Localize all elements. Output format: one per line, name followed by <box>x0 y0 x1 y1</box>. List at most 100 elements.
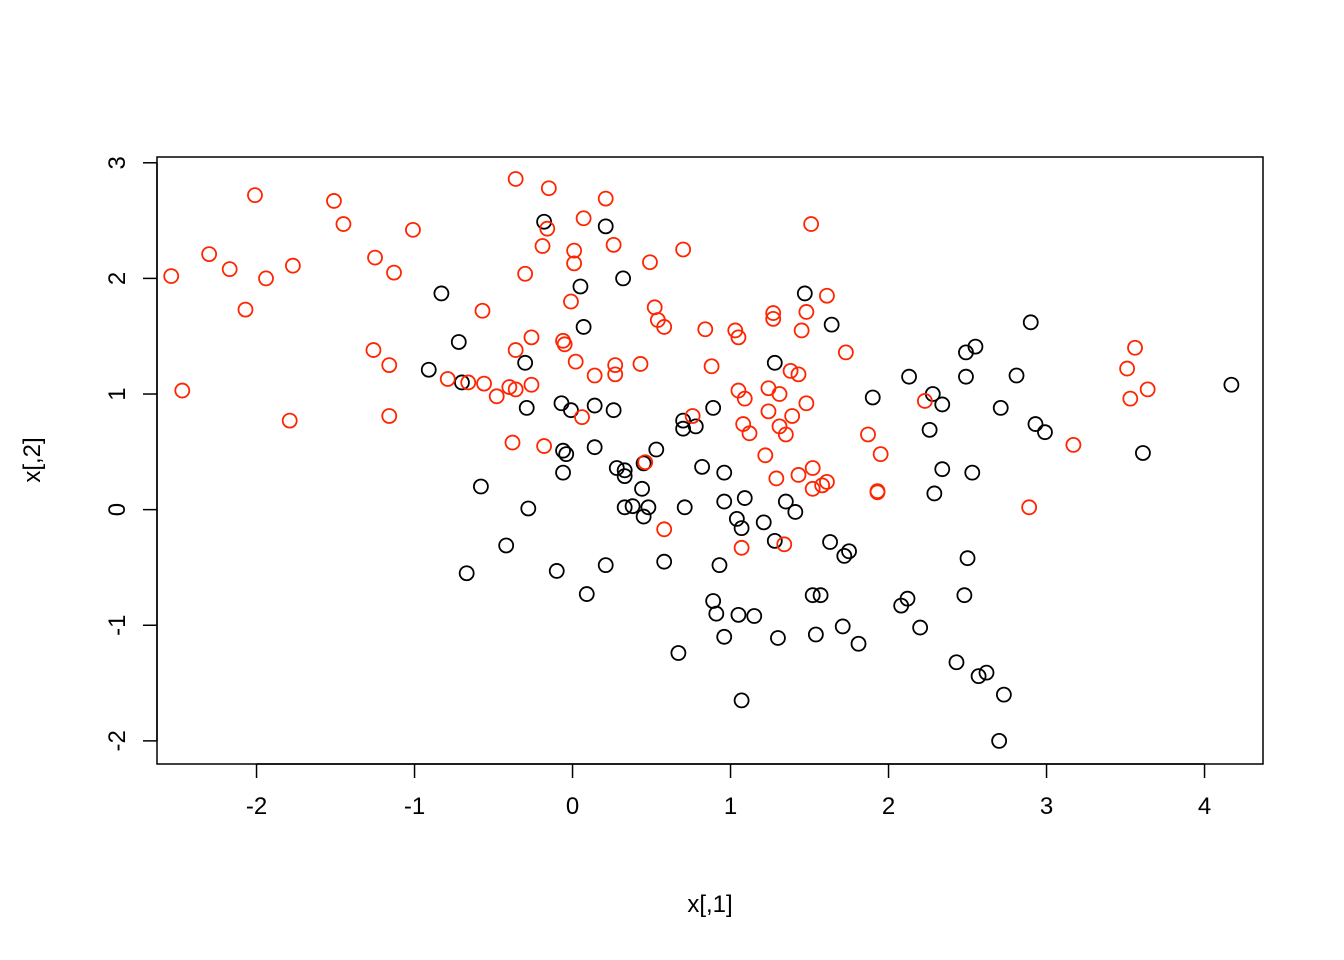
data-point <box>433 285 450 302</box>
data-point <box>566 255 583 272</box>
data-point <box>536 438 552 454</box>
data-point <box>970 668 987 685</box>
data-point <box>575 319 592 335</box>
data-point <box>507 171 524 187</box>
data-point <box>766 532 783 549</box>
data-point <box>1037 424 1053 441</box>
data-point <box>632 356 649 372</box>
data-point <box>237 301 254 318</box>
data-point <box>597 557 614 574</box>
data-point <box>948 654 965 671</box>
data-point <box>335 216 352 232</box>
data-point <box>819 473 835 490</box>
data-point <box>784 408 801 424</box>
data-point <box>670 645 687 661</box>
data-point <box>716 493 733 510</box>
y-tick-label: 3 <box>104 156 131 169</box>
data-point <box>1065 436 1082 453</box>
data-point <box>553 395 570 412</box>
data-point <box>912 619 929 636</box>
data-point <box>572 278 589 295</box>
x-tick-label: 3 <box>1040 793 1053 820</box>
data-point <box>733 520 750 537</box>
data-point <box>705 593 722 609</box>
data-points <box>163 171 1240 749</box>
data-point <box>901 368 917 385</box>
data-point <box>768 470 785 487</box>
data-point <box>736 390 753 407</box>
data-point <box>959 550 976 567</box>
data-point <box>1139 381 1156 398</box>
data-point <box>365 342 382 358</box>
data-point <box>697 321 714 338</box>
data-point <box>597 190 614 207</box>
data-point <box>326 193 342 209</box>
data-point <box>992 399 1009 416</box>
data-point <box>798 304 815 320</box>
data-point <box>615 270 631 287</box>
data-point <box>675 241 692 258</box>
data-point <box>555 442 571 459</box>
data-point <box>420 361 437 378</box>
data-point <box>518 399 535 416</box>
data-point <box>656 319 673 335</box>
data-point <box>472 478 489 495</box>
data-point <box>837 344 854 361</box>
data-point <box>555 464 571 481</box>
data-point <box>367 249 383 266</box>
data-point <box>281 412 298 429</box>
data-point <box>1127 339 1143 356</box>
series-red <box>163 171 1156 556</box>
data-point <box>605 236 622 253</box>
data-point <box>1122 390 1139 407</box>
data-point <box>558 446 575 463</box>
data-point <box>766 354 783 371</box>
data-point <box>1223 376 1240 393</box>
data-point <box>460 374 477 391</box>
data-point <box>174 382 191 399</box>
series-black <box>420 213 1240 749</box>
data-point <box>578 586 595 602</box>
data-point <box>635 455 652 472</box>
data-point <box>517 354 534 371</box>
data-point <box>684 408 701 424</box>
data-point <box>730 329 747 346</box>
data-point <box>381 357 398 374</box>
data-point <box>869 483 886 500</box>
data-point <box>934 461 951 478</box>
data-point <box>607 366 624 383</box>
data-point <box>776 536 793 553</box>
data-point <box>567 353 584 370</box>
data-point <box>834 618 851 635</box>
data-point <box>771 386 788 402</box>
data-point <box>716 628 733 645</box>
data-point <box>893 597 910 614</box>
data-point <box>474 302 491 319</box>
data-point <box>476 375 492 392</box>
data-point <box>640 499 657 516</box>
x-tick-label: 4 <box>1198 793 1211 820</box>
data-point <box>728 510 745 527</box>
data-point <box>765 310 782 327</box>
data-point <box>642 254 658 271</box>
data-point <box>656 521 673 538</box>
data-point <box>439 371 456 387</box>
data-point <box>507 342 524 358</box>
data-point <box>755 514 772 531</box>
data-point <box>803 216 820 232</box>
data-point <box>736 490 753 506</box>
data-point <box>1008 367 1025 384</box>
data-point <box>634 480 650 497</box>
data-point <box>507 381 524 398</box>
data-point <box>540 180 557 197</box>
y-tick-label: 2 <box>104 272 131 285</box>
data-point <box>841 543 857 560</box>
data-point <box>812 587 829 604</box>
data-point <box>648 441 665 458</box>
data-point <box>790 467 807 483</box>
x-axis: -2 -1 0 1 2 3 4 <box>246 763 1211 820</box>
data-point <box>916 393 933 409</box>
data-point <box>539 220 556 237</box>
data-point <box>221 261 238 278</box>
data-point <box>556 336 573 353</box>
